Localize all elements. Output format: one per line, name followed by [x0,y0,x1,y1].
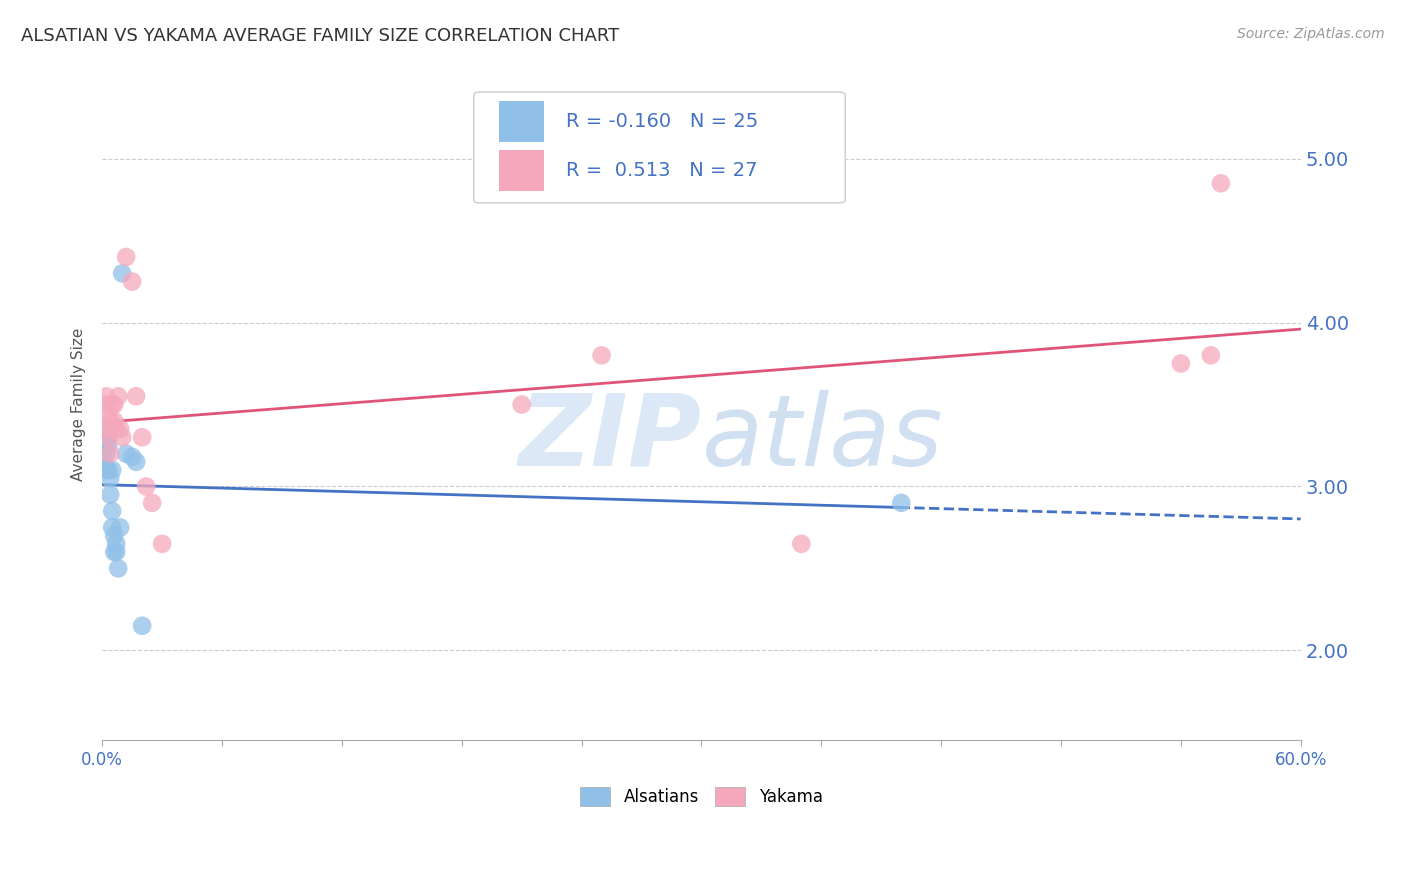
Point [131,430,153,444]
Point [93,397,115,411]
Point [103,528,125,542]
Text: atlas: atlas [702,390,943,487]
Point [103,545,125,559]
Point [591,348,613,362]
Point [121,275,143,289]
Point [890,496,912,510]
Point [1199,348,1222,362]
Y-axis label: Average Family Size: Average Family Size [72,327,86,481]
Legend: Alsatians, Yakama: Alsatians, Yakama [574,780,830,813]
Point [93,455,115,469]
Point [108,422,131,436]
Point [98,471,121,485]
Point [93,422,115,436]
Point [105,545,128,559]
Point [111,266,134,280]
Point [101,504,124,518]
Point [101,520,124,534]
Point [96,447,118,461]
Point [93,438,115,452]
Point [1209,176,1232,190]
Point [97,438,120,452]
Bar [499,101,544,142]
FancyBboxPatch shape [474,92,845,202]
Point [101,463,124,477]
Point [105,422,128,436]
Point [103,414,125,428]
Point [107,389,129,403]
Point [121,450,143,464]
Point [98,414,121,428]
Text: R = -0.160   N = 25: R = -0.160 N = 25 [567,112,758,131]
Point [98,447,121,461]
Text: R =  0.513   N = 27: R = 0.513 N = 27 [567,161,758,180]
Text: ZIP: ZIP [519,390,702,487]
Point [115,250,138,264]
Point [150,537,173,551]
Point [790,537,813,551]
Point [125,455,148,469]
Point [1170,357,1192,371]
Point [96,389,118,403]
Point [125,389,148,403]
Point [111,430,134,444]
Point [97,406,120,420]
Point [98,488,121,502]
Point [96,422,118,436]
Point [108,520,131,534]
Point [115,447,138,461]
Point [107,561,129,575]
Point [97,430,120,444]
Point [101,397,124,411]
Text: ALSATIAN VS YAKAMA AVERAGE FAMILY SIZE CORRELATION CHART: ALSATIAN VS YAKAMA AVERAGE FAMILY SIZE C… [21,27,619,45]
Point [135,479,157,493]
Bar [499,150,544,191]
Point [96,463,118,477]
Text: Source: ZipAtlas.com: Source: ZipAtlas.com [1237,27,1385,41]
Point [141,496,163,510]
Point [131,619,153,633]
Point [510,397,533,411]
Point [105,537,128,551]
Point [97,430,120,444]
Point [103,397,125,411]
Point [97,463,120,477]
